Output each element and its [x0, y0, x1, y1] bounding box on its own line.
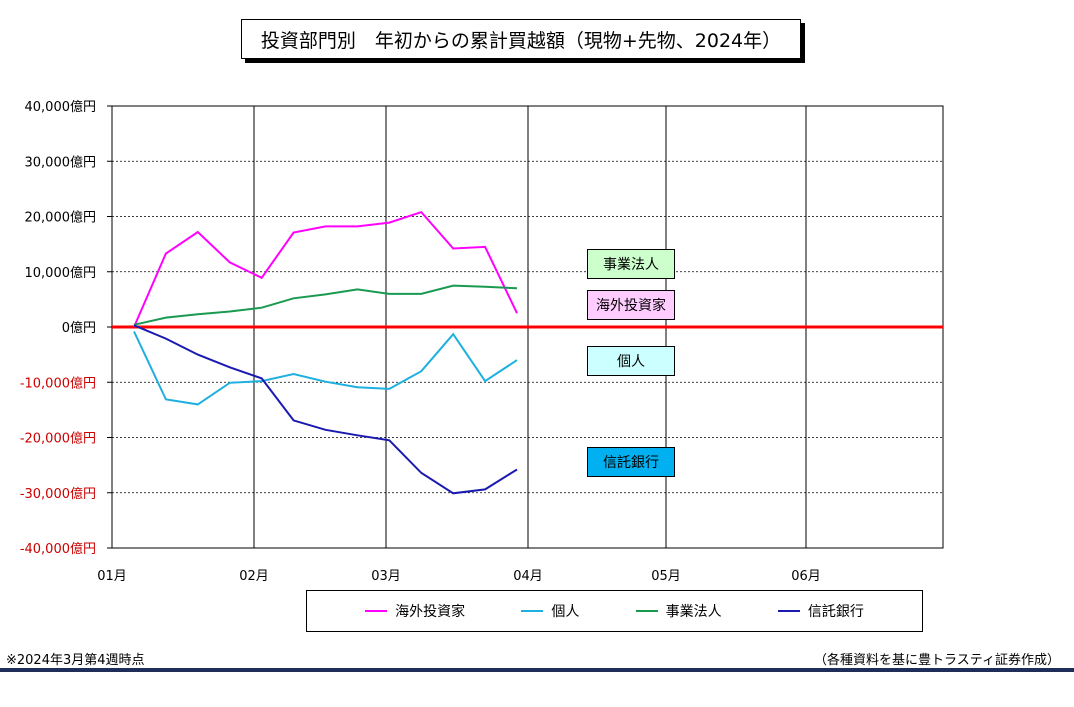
y-tick-label: 30,000億円	[25, 154, 97, 170]
bottom-rule	[0, 668, 1074, 672]
legend-swatch	[521, 610, 544, 612]
source-note: （各種資料を基に豊トラスティ証券作成）	[814, 653, 1060, 668]
y-tick-label: -30,000億円	[20, 486, 96, 502]
chart-legend: 海外投資家 個人 事業法人 信託銀行	[306, 590, 923, 632]
y-tick-label: -40,000億円	[20, 541, 96, 557]
x-tick-label: 02月	[239, 569, 269, 584]
series-line	[133, 330, 518, 406]
label-jigyou-houjin: 事業法人	[587, 249, 675, 279]
label-shintaku-ginkou: 信託銀行	[587, 447, 675, 477]
legend-label: 信託銀行	[807, 604, 864, 620]
legend-swatch	[777, 610, 800, 612]
series-line	[133, 284, 518, 326]
legend-label: 事業法人	[665, 604, 722, 620]
chart-title: 投資部門別 年初からの累計買越額（現物+先物、2024年）	[241, 19, 801, 59]
legend-item-kojin: 個人	[521, 601, 579, 621]
y-tick-label: 40,000億円	[25, 99, 97, 115]
legend-label: 海外投資家	[395, 604, 466, 620]
legend-item-shintaku: 信託銀行	[777, 601, 864, 621]
x-tick-label: 05月	[651, 569, 681, 584]
series-line	[133, 324, 518, 495]
x-tick-label: 01月	[97, 569, 127, 584]
legend-item-jigyou: 事業法人	[635, 601, 722, 621]
label-kojin: 個人	[587, 346, 675, 376]
y-tick-label: 10,000億円	[25, 265, 97, 281]
x-tick-label: 03月	[371, 569, 401, 584]
legend-item-kaigai: 海外投資家	[365, 601, 465, 621]
legend-swatch	[635, 610, 658, 612]
line-chart: 01月 02月 03月 04月 05月 06月 40,000億円 30,000億円 20,000…	[20, 99, 944, 584]
y-tick-label: -10,000億円	[20, 375, 96, 391]
label-kaigai-toushika: 海外投資家	[587, 290, 675, 320]
x-tick-label: 06月	[791, 569, 821, 584]
legend-label: 個人	[551, 604, 580, 620]
y-tick-label: 20,000億円	[25, 210, 97, 226]
x-tick-label: 04月	[513, 569, 543, 584]
footnote: ※2024年3月第4週時点	[6, 653, 145, 668]
series-line	[133, 210, 518, 328]
y-tick-label: 0億円	[62, 320, 96, 336]
y-tick-label: -20,000億円	[20, 431, 96, 447]
legend-swatch	[365, 610, 388, 612]
